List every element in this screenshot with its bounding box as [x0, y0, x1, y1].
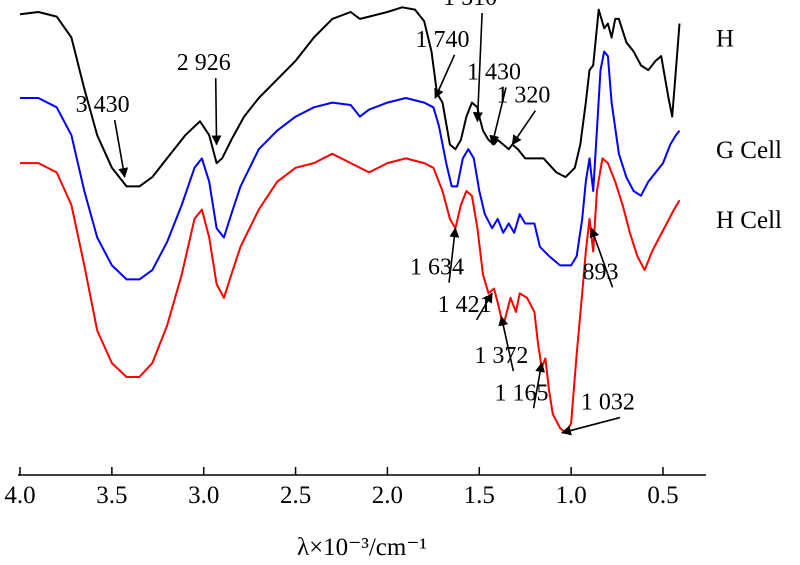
- annotation-arrow: [434, 54, 456, 99]
- series-line-g-cell: [20, 50, 681, 281]
- series-labels: H G Cell H Cell: [716, 26, 782, 234]
- annotation-arrow: [511, 110, 537, 146]
- annotation-arrow: [498, 315, 515, 372]
- x-tick-label: 2.0: [372, 482, 403, 509]
- annotation-arrow: [211, 78, 222, 146]
- series-label-g-cell: G Cell: [716, 137, 782, 164]
- annotation-arrow: [113, 119, 129, 179]
- annotation-label: 893: [583, 259, 619, 285]
- x-tick-label: 4.0: [4, 482, 35, 509]
- annotation-label: 2 926: [177, 50, 231, 76]
- annotation-label: 3 430: [76, 92, 130, 118]
- series-line-h: [19, 6, 681, 188]
- annotation-arrow: [532, 362, 546, 409]
- x-tick-label: 1.0: [556, 482, 587, 509]
- series-label-h-cell: H Cell: [716, 207, 782, 234]
- annotation-label: 1 430: [467, 59, 521, 85]
- annotation-label: 1 510: [443, 0, 497, 11]
- series-layer: [19, 6, 681, 434]
- x-tick-label: 3.5: [96, 482, 127, 509]
- annotation-label: 1 320: [496, 83, 550, 109]
- annotation-arrow: [560, 416, 621, 436]
- annotation-label: 1 421: [438, 292, 492, 318]
- annotation-arrow: [489, 87, 507, 146]
- annotation-arrow: [475, 292, 493, 321]
- x-tick-label: 2.5: [280, 482, 311, 509]
- annotation-label: 1 740: [416, 27, 470, 53]
- series-line-h-cell: [20, 152, 681, 434]
- annotation-label: 1 372: [474, 343, 528, 369]
- x-tick-label: 3.0: [188, 482, 219, 509]
- annotation-arrow: [589, 227, 614, 288]
- annotation-label: 1 634: [410, 255, 464, 281]
- x-tick-label: 0.5: [647, 482, 678, 509]
- annotation-label: 1 165: [495, 380, 549, 406]
- annotation-arrow: [472, 12, 483, 123]
- series-label-h: H: [716, 26, 734, 53]
- annotation-arrow: [448, 227, 460, 283]
- annotation-label: 1 032: [581, 390, 635, 416]
- x-tick-label: 1.5: [464, 482, 495, 509]
- x-ticks: 4.0 3.5 3.0 2.5 2.0 1.5 1.0 0.5: [4, 467, 679, 509]
- x-axis-title: λ×10⁻³/cm⁻¹: [297, 534, 427, 561]
